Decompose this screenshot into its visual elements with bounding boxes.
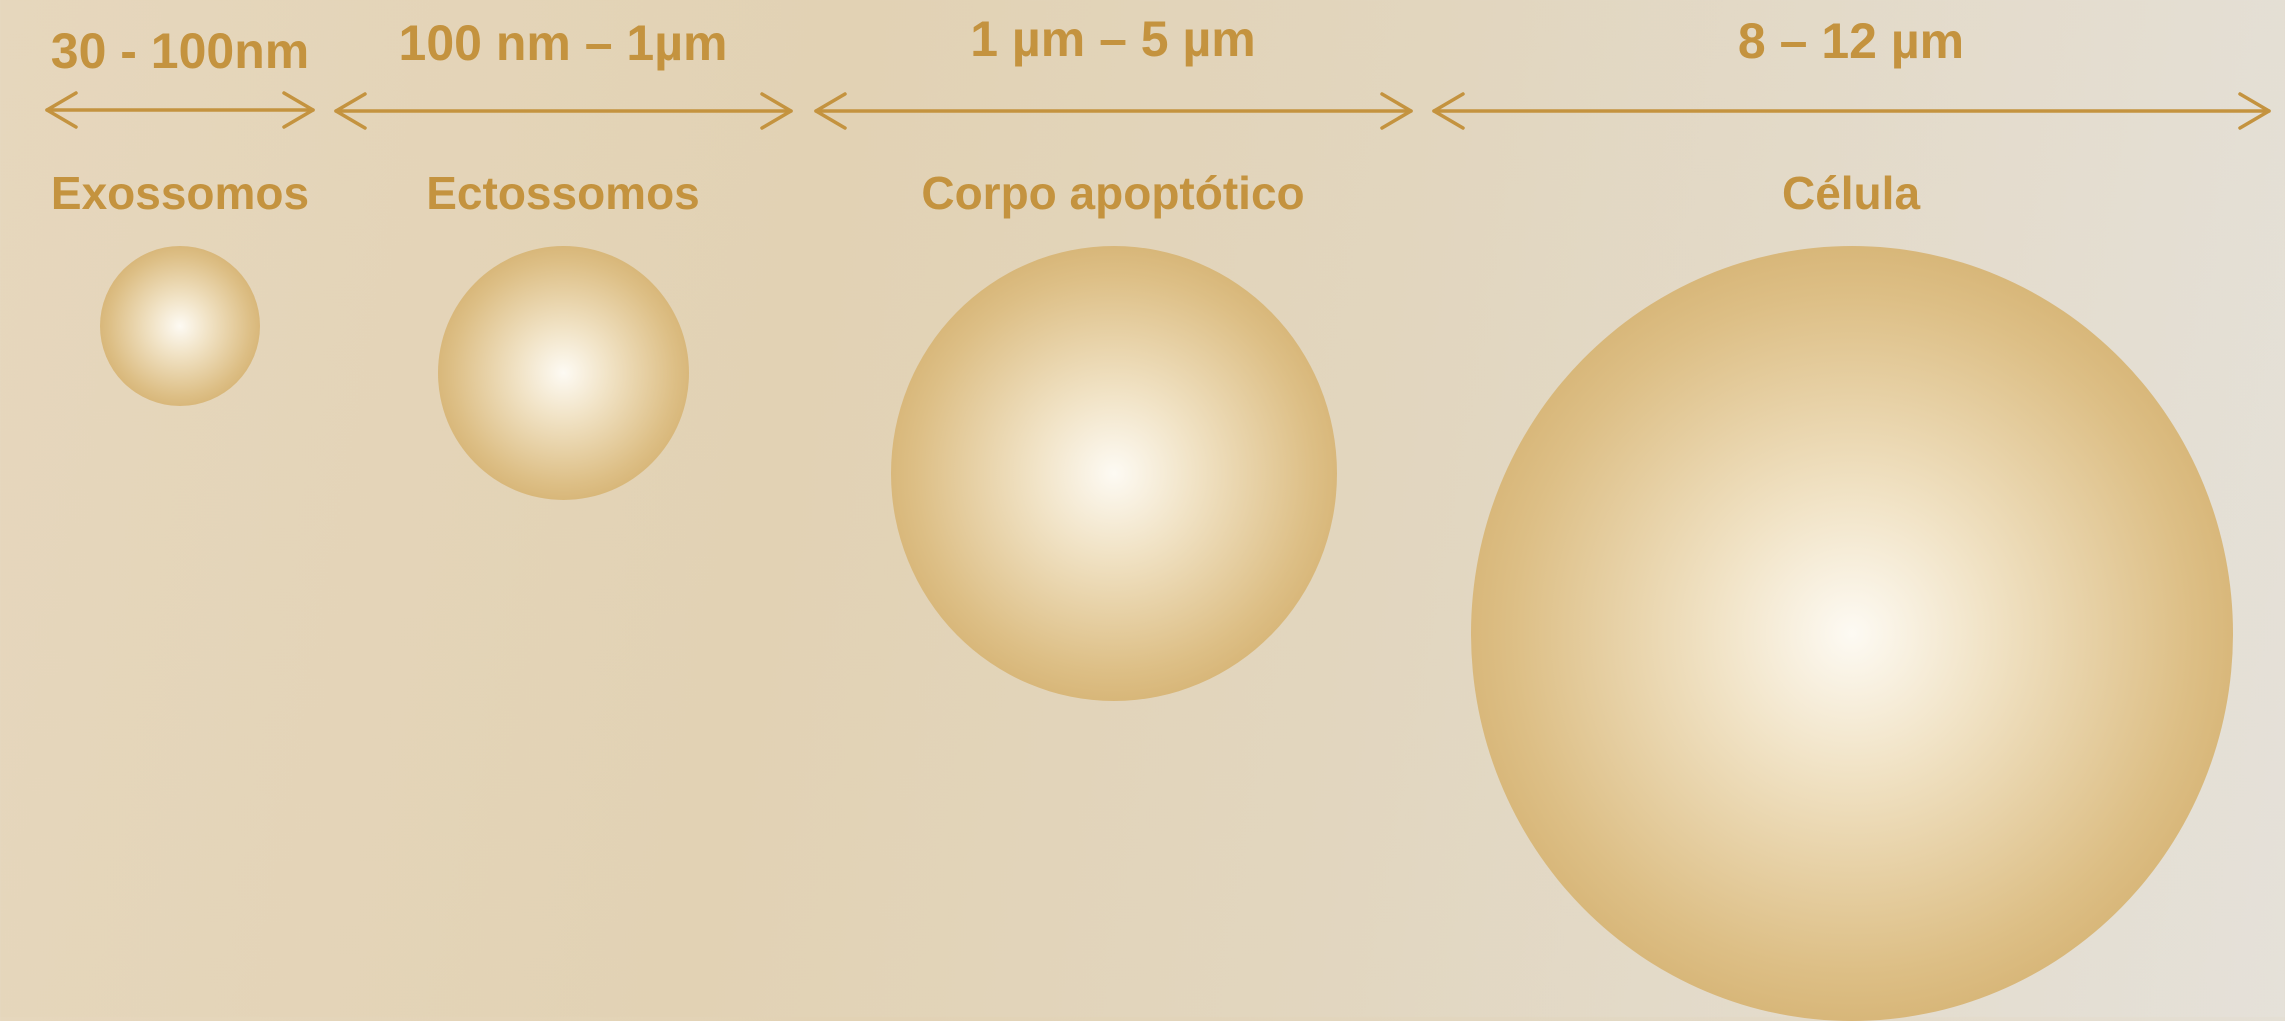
double-arrow-corpo-apoptotico — [814, 92, 1413, 130]
name-label-exossomos: Exossomos — [50, 167, 310, 219]
sphere-ectossomos — [438, 246, 689, 500]
sphere-exossomos — [100, 246, 260, 406]
double-arrow-celula — [1432, 92, 2271, 130]
sphere-corpo-apoptotico — [891, 246, 1337, 701]
name-label-celula: Célula — [1781, 167, 1921, 219]
sphere-celula — [1471, 246, 2233, 1021]
name-label-corpo-apoptotico: Corpo apoptótico — [921, 167, 1305, 219]
range-label-corpo-apoptotico: 1 µm – 5 µm — [970, 11, 1256, 67]
name-label-ectossomos: Ectossomos — [426, 167, 700, 219]
range-label-exossomos: 30 - 100nm — [50, 23, 310, 79]
double-arrow-ectossomos — [334, 92, 793, 130]
range-label-ectossomos: 100 nm – 1µm — [398, 15, 728, 71]
range-label-celula: 8 – 12 µm — [1737, 13, 1965, 69]
double-arrow-exossomos — [45, 91, 315, 129]
